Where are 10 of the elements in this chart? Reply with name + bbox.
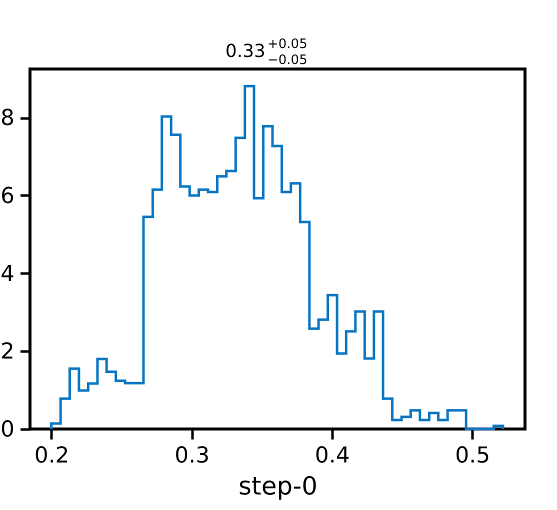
x-tick-label: 0.2	[34, 444, 70, 468]
y-tick-label: 0	[0, 418, 14, 442]
x-tick-label: 0.5	[455, 444, 490, 468]
y-tick-label: 2	[0, 340, 14, 365]
y-tick-label: 4	[0, 262, 14, 287]
x-tick-label: 0.3	[174, 444, 210, 468]
y-tick-label: 6	[0, 184, 14, 209]
x-tick-label: 0.4	[314, 444, 350, 468]
x-axis-title: step-0	[238, 472, 318, 500]
y-tick-label: 8	[0, 106, 14, 132]
